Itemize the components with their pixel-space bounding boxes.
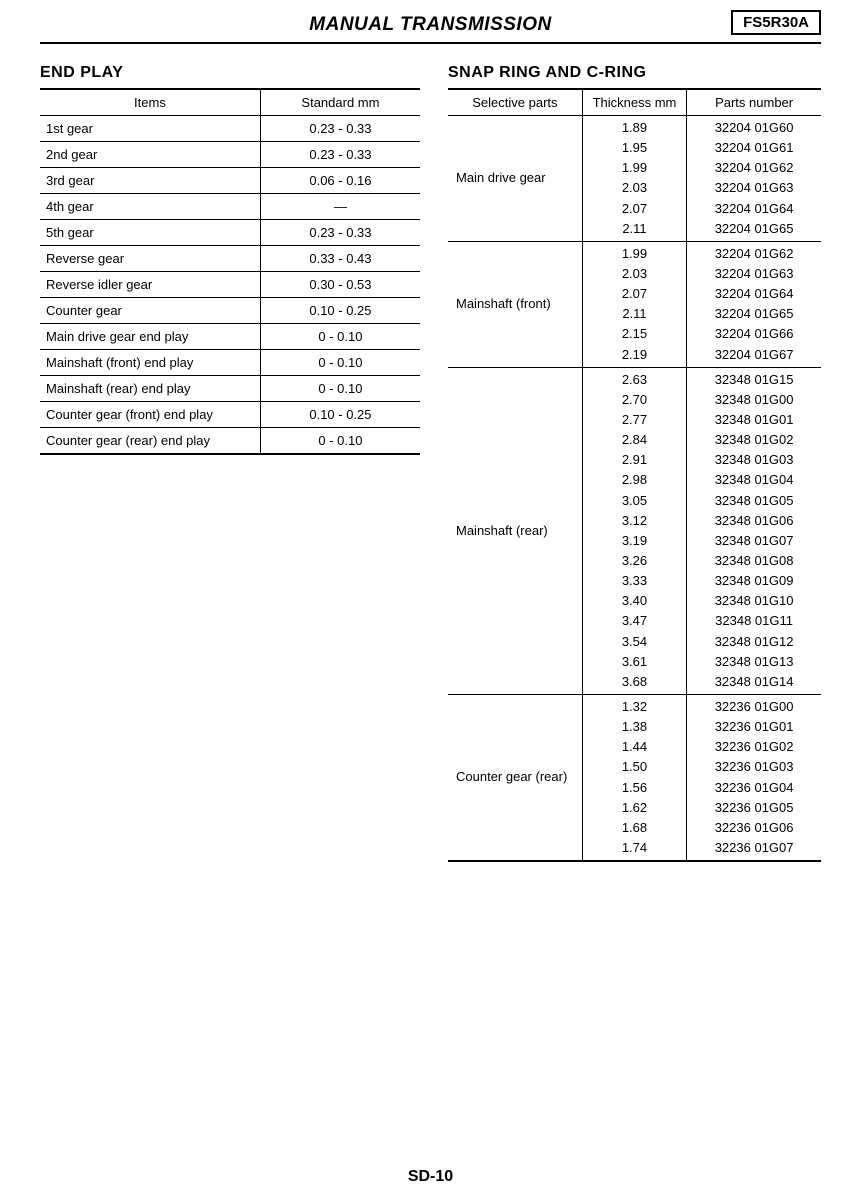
snap-col-parts: Selective parts (448, 89, 582, 116)
table-row: Counter gear (front) end play0.10 - 0.25 (40, 402, 420, 428)
endplay-col-standard: Standard mm (260, 89, 420, 116)
endplay-item: Reverse gear (40, 246, 260, 272)
header-rule (40, 42, 821, 44)
endplay-item: 2nd gear (40, 142, 260, 168)
endplay-item: Counter gear (rear) end play (40, 428, 260, 455)
snap-col-num: Parts number (687, 89, 821, 116)
snap-thickness-cell: 1.891.951.992.032.072.11 (582, 116, 686, 242)
endplay-value: 0.23 - 0.33 (260, 142, 420, 168)
model-code-box: FS5R30A (731, 10, 821, 35)
endplay-value: 0.33 - 0.43 (260, 246, 420, 272)
endplay-value: 0.06 - 0.16 (260, 168, 420, 194)
table-row: 4th gear— (40, 194, 420, 220)
snap-part-label: Main drive gear (448, 116, 582, 242)
table-row: Mainshaft (front)1.992.032.072.112.152.1… (448, 241, 821, 367)
snap-part-label: Mainshaft (rear) (448, 367, 582, 694)
table-row: Counter gear (rear)1.321.381.441.501.561… (448, 694, 821, 861)
endplay-value: 0.10 - 0.25 (260, 402, 420, 428)
endplay-value: 0.30 - 0.53 (260, 272, 420, 298)
endplay-value: 0.23 - 0.33 (260, 220, 420, 246)
endplay-value: — (260, 194, 420, 220)
table-row: Reverse gear0.33 - 0.43 (40, 246, 420, 272)
snap-partnumber-cell: 32204 01G6232204 01G6332204 01G6432204 0… (687, 241, 821, 367)
table-row: 3rd gear0.06 - 0.16 (40, 168, 420, 194)
page-number: SD-10 (0, 1168, 861, 1186)
snap-partnumber-cell: 32204 01G6032204 01G6132204 01G6232204 0… (687, 116, 821, 242)
endplay-item: Mainshaft (front) end play (40, 350, 260, 376)
table-row: Mainshaft (front) end play0 - 0.10 (40, 350, 420, 376)
table-row: 2nd gear0.23 - 0.33 (40, 142, 420, 168)
endplay-item: 4th gear (40, 194, 260, 220)
table-row: Main drive gear end play0 - 0.10 (40, 324, 420, 350)
table-row: Mainshaft (rear) end play0 - 0.10 (40, 376, 420, 402)
snap-thickness-cell: 1.321.381.441.501.561.621.681.74 (582, 694, 686, 861)
endplay-item: Main drive gear end play (40, 324, 260, 350)
snap-thickness-cell: 1.992.032.072.112.152.19 (582, 241, 686, 367)
endplay-value: 0.10 - 0.25 (260, 298, 420, 324)
endplay-value: 0.23 - 0.33 (260, 116, 420, 142)
endplay-item: 1st gear (40, 116, 260, 142)
table-row: Counter gear0.10 - 0.25 (40, 298, 420, 324)
endplay-item: Mainshaft (rear) end play (40, 376, 260, 402)
table-row: Mainshaft (rear)2.632.702.772.842.912.98… (448, 367, 821, 694)
page-title: MANUAL TRANSMISSION (309, 14, 551, 36)
endplay-value: 0 - 0.10 (260, 324, 420, 350)
snapring-heading: SNAP RING AND C-RING (448, 64, 821, 82)
endplay-col-items: Items (40, 89, 260, 116)
endplay-item: 5th gear (40, 220, 260, 246)
snap-thickness-cell: 2.632.702.772.842.912.983.053.123.193.26… (582, 367, 686, 694)
snapring-table: Selective parts Thickness mm Parts numbe… (448, 88, 821, 862)
snap-part-label: Counter gear (rear) (448, 694, 582, 861)
endplay-value: 0 - 0.10 (260, 376, 420, 402)
snap-col-thick: Thickness mm (582, 89, 686, 116)
snap-partnumber-cell: 32348 01G1532348 01G0032348 01G0132348 0… (687, 367, 821, 694)
table-row: 5th gear0.23 - 0.33 (40, 220, 420, 246)
table-row: 1st gear0.23 - 0.33 (40, 116, 420, 142)
endplay-item: Counter gear (40, 298, 260, 324)
table-row: Main drive gear1.891.951.992.032.072.113… (448, 116, 821, 242)
table-row: Counter gear (rear) end play0 - 0.10 (40, 428, 420, 455)
snap-partnumber-cell: 32236 01G0032236 01G0132236 01G0232236 0… (687, 694, 821, 861)
endplay-item: Reverse idler gear (40, 272, 260, 298)
table-row: Reverse idler gear0.30 - 0.53 (40, 272, 420, 298)
endplay-table: Items Standard mm 1st gear0.23 - 0.332nd… (40, 88, 420, 455)
endplay-value: 0 - 0.10 (260, 428, 420, 455)
endplay-item: 3rd gear (40, 168, 260, 194)
endplay-heading: END PLAY (40, 64, 420, 82)
snap-part-label: Mainshaft (front) (448, 241, 582, 367)
endplay-value: 0 - 0.10 (260, 350, 420, 376)
endplay-item: Counter gear (front) end play (40, 402, 260, 428)
